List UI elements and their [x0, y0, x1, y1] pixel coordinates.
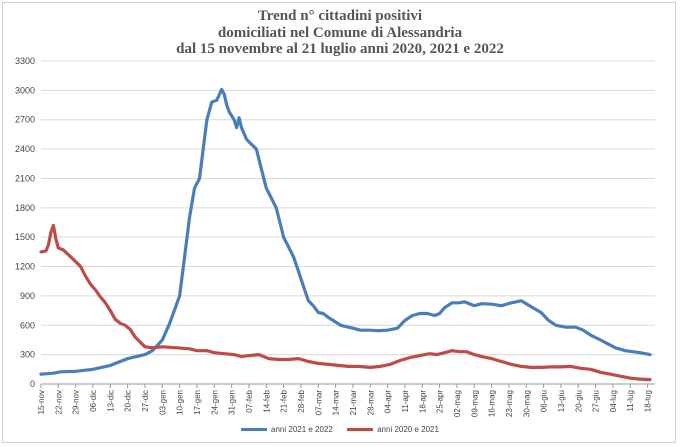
y-tick-label-2700: 2700 — [15, 115, 35, 125]
x-tick-label-02-mag: 02-mag — [453, 390, 462, 417]
chart-legend: anni 2021 e 2022 anni 2020 e 2021 — [0, 424, 680, 434]
legend-swatch-red — [347, 428, 374, 431]
chart-frame — [2, 2, 676, 443]
x-tick-label-21-feb: 21-feb — [280, 389, 289, 412]
x-tick-label-04-apr: 04-apr — [384, 390, 393, 413]
chart-title-line-1: Trend n° cittadini positivi — [257, 8, 423, 24]
x-tick-label-29-nov: 29-nov — [72, 390, 81, 414]
y-tick-label-3300: 3300 — [15, 56, 35, 66]
x-tick-label-22-nov: 22-nov — [54, 390, 63, 414]
x-tick-label-31-gen: 31-gen — [228, 390, 237, 415]
x-tick-label-06-dic: 06-dic — [89, 390, 98, 412]
x-tick-label-04-lug: 04-lug — [609, 390, 618, 412]
x-tick-label-14-mar: 14-mar — [332, 390, 341, 416]
y-tick-label-1500: 1500 — [15, 232, 35, 242]
x-tick-label-13-dic: 13-dic — [106, 390, 115, 412]
x-tick-label-18-lug: 18-lug — [644, 390, 653, 412]
x-tick-label-21-mar: 21-mar — [349, 390, 358, 416]
y-tick-label-900: 900 — [20, 291, 35, 301]
x-tick-label-10-gen: 10-gen — [176, 390, 185, 415]
legend-item-2021-2022: anni 2021 e 2022 — [241, 425, 333, 434]
x-tick-label-07-feb: 07-feb — [245, 389, 254, 412]
y-tick-label-2100: 2100 — [15, 173, 35, 183]
y-tick-label-1800: 1800 — [15, 203, 35, 213]
chart-title-line-3: dal 15 novembre al 21 luglio anni 2020, … — [176, 41, 504, 57]
x-tick-label-20-dic: 20-dic — [124, 390, 133, 412]
x-tick-label-24-gen: 24-gen — [210, 390, 219, 415]
x-tick-label-28-mar: 28-mar — [366, 390, 375, 416]
x-tick-label-23-mag: 23-mag — [505, 390, 514, 417]
x-tick-label-14-feb: 14-feb — [262, 389, 271, 412]
x-tick-label-30-mag: 30-mag — [522, 390, 531, 417]
x-tick-label-27-giu: 27-giu — [592, 390, 601, 412]
x-tick-label-07-mar: 07-mar — [314, 390, 323, 416]
legend-swatch-blue — [241, 428, 268, 431]
x-tick-label-03-gen: 03-gen — [158, 390, 167, 415]
y-tick-label-600: 600 — [20, 320, 35, 330]
x-tick-label-11-lug: 11-lug — [626, 390, 635, 412]
x-tick-label-16-mag: 16-mag — [488, 390, 497, 417]
y-tick-label-300: 300 — [20, 350, 35, 360]
legend-label-2020-2021: anni 2020 e 2021 — [377, 425, 439, 434]
y-tick-label-3000: 3000 — [15, 85, 35, 95]
x-tick-label-17-gen: 17-gen — [193, 390, 202, 415]
x-tick-label-13-giu: 13-giu — [557, 390, 566, 412]
legend-item-2020-2021: anni 2020 e 2021 — [347, 425, 439, 434]
x-tick-label-11-apr: 11-apr — [401, 390, 410, 413]
x-tick-label-15-nov: 15-nov — [37, 390, 46, 414]
x-tick-label-06-giu: 06-giu — [540, 390, 549, 412]
series-line-2020-2021 — [39, 223, 652, 382]
x-tick-label-09-mag: 09-mag — [470, 390, 479, 417]
x-tick-label-28-feb: 28-feb — [297, 389, 306, 412]
x-tick-label-27-dic: 27-dic — [141, 390, 150, 412]
y-tick-label-0: 0 — [30, 379, 35, 389]
x-tick-label-20-giu: 20-giu — [574, 390, 583, 412]
y-tick-label-2400: 2400 — [15, 144, 35, 154]
y-tick-label-1200: 1200 — [15, 262, 35, 272]
chart-title-line-2: domiciliati nel Comune di Alessandria — [217, 25, 463, 41]
legend-label-2021-2022: anni 2021 e 2022 — [271, 425, 333, 434]
x-tick-label-25-apr: 25-apr — [436, 390, 445, 413]
series-line-2021-2022 — [39, 87, 652, 376]
x-tick-label-18-apr: 18-apr — [418, 390, 427, 413]
